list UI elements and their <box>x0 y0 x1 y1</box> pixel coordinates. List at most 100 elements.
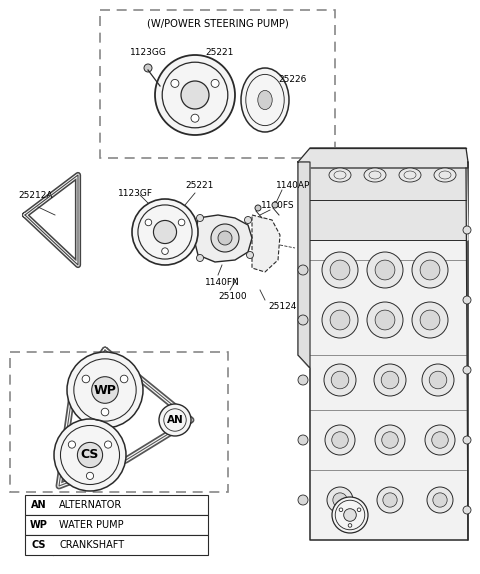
Circle shape <box>211 224 239 252</box>
Polygon shape <box>195 215 252 262</box>
Circle shape <box>218 231 232 245</box>
Circle shape <box>132 199 198 265</box>
Polygon shape <box>298 148 468 168</box>
Bar <box>25 495 208 515</box>
Text: (W/POWER STEERING PUMP): (W/POWER STEERING PUMP) <box>146 19 288 29</box>
Circle shape <box>420 310 440 330</box>
Circle shape <box>331 371 349 389</box>
Circle shape <box>367 302 403 338</box>
Circle shape <box>154 220 177 243</box>
Circle shape <box>162 248 168 254</box>
Circle shape <box>377 487 403 513</box>
Circle shape <box>357 508 361 511</box>
Circle shape <box>159 404 191 436</box>
Circle shape <box>375 425 405 455</box>
Bar <box>25 535 208 555</box>
Circle shape <box>348 523 352 528</box>
Circle shape <box>412 252 448 288</box>
Text: 1140AP: 1140AP <box>276 180 310 189</box>
Circle shape <box>367 252 403 288</box>
Ellipse shape <box>434 168 456 182</box>
Circle shape <box>332 432 348 448</box>
Polygon shape <box>298 162 310 368</box>
Polygon shape <box>252 215 280 272</box>
Circle shape <box>298 315 308 325</box>
Text: 25212A: 25212A <box>18 191 52 200</box>
Circle shape <box>298 495 308 505</box>
Circle shape <box>432 432 448 448</box>
Circle shape <box>429 371 447 389</box>
Polygon shape <box>298 162 468 540</box>
Circle shape <box>68 441 75 448</box>
Circle shape <box>191 114 199 122</box>
Circle shape <box>332 497 368 533</box>
Circle shape <box>171 79 179 87</box>
Circle shape <box>144 64 152 72</box>
Circle shape <box>82 375 90 383</box>
Circle shape <box>422 364 454 396</box>
Circle shape <box>425 425 455 455</box>
Circle shape <box>433 493 447 507</box>
Circle shape <box>330 310 350 330</box>
Circle shape <box>333 493 347 507</box>
Text: WP: WP <box>94 383 117 397</box>
Text: 25226: 25226 <box>278 76 306 84</box>
Circle shape <box>196 254 204 262</box>
Circle shape <box>375 310 395 330</box>
Circle shape <box>196 215 204 222</box>
Circle shape <box>244 216 252 223</box>
Circle shape <box>77 443 103 468</box>
Circle shape <box>211 79 219 87</box>
Circle shape <box>105 441 112 448</box>
Text: ALTERNATOR: ALTERNATOR <box>59 500 122 510</box>
Text: AN: AN <box>167 415 183 425</box>
Ellipse shape <box>364 168 386 182</box>
Text: CRANKSHAFT: CRANKSHAFT <box>59 540 124 550</box>
Polygon shape <box>310 148 468 240</box>
Circle shape <box>412 302 448 338</box>
Circle shape <box>463 296 471 304</box>
Text: WP: WP <box>30 520 48 530</box>
Text: 1140FS: 1140FS <box>262 200 295 210</box>
Text: 25221: 25221 <box>186 181 214 190</box>
Circle shape <box>463 226 471 234</box>
Circle shape <box>374 364 406 396</box>
Circle shape <box>420 260 440 280</box>
Ellipse shape <box>241 68 289 132</box>
Circle shape <box>327 487 353 513</box>
Circle shape <box>86 472 94 479</box>
Bar <box>10 352 228 492</box>
Circle shape <box>339 508 343 511</box>
Circle shape <box>463 436 471 444</box>
Circle shape <box>382 432 398 448</box>
Circle shape <box>247 251 253 258</box>
Circle shape <box>344 509 356 521</box>
Circle shape <box>298 375 308 385</box>
Circle shape <box>298 265 308 275</box>
Circle shape <box>330 260 350 280</box>
Text: 25221: 25221 <box>205 48 233 57</box>
Circle shape <box>322 302 358 338</box>
Circle shape <box>298 435 308 445</box>
Circle shape <box>54 419 126 491</box>
Text: WATER PUMP: WATER PUMP <box>59 520 124 530</box>
Circle shape <box>145 219 152 226</box>
Circle shape <box>325 425 355 455</box>
Ellipse shape <box>258 90 272 110</box>
Circle shape <box>381 371 399 389</box>
Bar <box>100 10 335 158</box>
Circle shape <box>92 377 118 404</box>
Circle shape <box>324 364 356 396</box>
Text: 1123GF: 1123GF <box>118 188 153 197</box>
Text: 25124: 25124 <box>268 302 296 311</box>
Circle shape <box>427 487 453 513</box>
Text: 1140FN: 1140FN <box>205 278 240 287</box>
Text: CS: CS <box>81 448 99 461</box>
Circle shape <box>463 506 471 514</box>
Circle shape <box>181 81 209 109</box>
Circle shape <box>178 219 185 226</box>
Circle shape <box>255 205 261 211</box>
Circle shape <box>120 375 128 383</box>
Text: 1123GG: 1123GG <box>130 48 167 57</box>
Text: 25100: 25100 <box>218 292 247 301</box>
